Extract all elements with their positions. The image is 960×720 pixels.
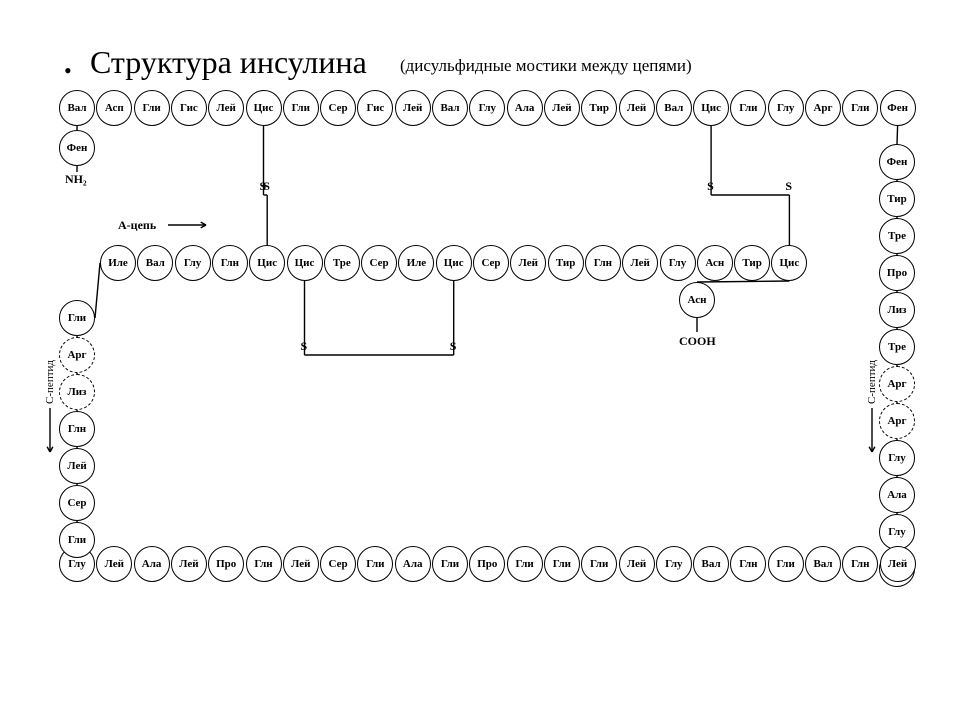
amino-acid: Фен bbox=[880, 90, 916, 126]
amino-acid: Глн bbox=[212, 245, 248, 281]
amino-acid: Иле bbox=[100, 245, 136, 281]
amino-acid: Гли bbox=[507, 546, 543, 582]
amino-acid: Цис bbox=[693, 90, 729, 126]
s-label: S bbox=[785, 179, 792, 194]
amino-acid: Глн bbox=[59, 411, 95, 447]
amino-acid: Арг bbox=[805, 90, 841, 126]
amino-acid: Тре bbox=[324, 245, 360, 281]
amino-acid: Тир bbox=[548, 245, 584, 281]
amino-acid: Лей bbox=[395, 90, 431, 126]
amino-acid: Глн bbox=[246, 546, 282, 582]
amino-acid: Вал bbox=[656, 90, 692, 126]
amino-acid: Лей bbox=[59, 448, 95, 484]
amino-acid: Глу bbox=[879, 440, 915, 476]
amino-acid: Ала bbox=[134, 546, 170, 582]
amino-acid: Гли bbox=[581, 546, 617, 582]
a-chain-label: А-цепь bbox=[118, 218, 156, 233]
amino-acid: Лей bbox=[619, 90, 655, 126]
amino-acid: Вал bbox=[805, 546, 841, 582]
amino-acid: Ала bbox=[879, 477, 915, 513]
amino-acid: Глу bbox=[660, 245, 696, 281]
nh2-label: NH₂ bbox=[65, 172, 87, 187]
amino-acid: Лей bbox=[283, 546, 319, 582]
s-label: S bbox=[301, 339, 308, 354]
amino-acid: Вал bbox=[59, 90, 95, 126]
s-label: S bbox=[450, 339, 457, 354]
amino-acid: Лей bbox=[880, 546, 916, 582]
amino-acid: Цис bbox=[249, 245, 285, 281]
amino-acid: Цис bbox=[436, 245, 472, 281]
s-label: S bbox=[707, 179, 714, 194]
amino-acid: Глу bbox=[175, 245, 211, 281]
amino-acid: Глу bbox=[768, 90, 804, 126]
amino-acid: Лей bbox=[171, 546, 207, 582]
amino-acid: Вал bbox=[432, 90, 468, 126]
c-peptide-left: С-пептид bbox=[44, 360, 56, 404]
amino-acid: Арг bbox=[879, 366, 915, 402]
amino-acid: Гис bbox=[171, 90, 207, 126]
amino-acid: Вал bbox=[693, 546, 729, 582]
amino-acid: Лей bbox=[622, 245, 658, 281]
amino-acid: Цис bbox=[287, 245, 323, 281]
amino-acid: Гли bbox=[283, 90, 319, 126]
amino-acid: Сер bbox=[320, 546, 356, 582]
amino-acid: Гли bbox=[134, 90, 170, 126]
amino-acid: Тре bbox=[879, 329, 915, 365]
amino-acid: Гли bbox=[432, 546, 468, 582]
amino-acid: Цис bbox=[246, 90, 282, 126]
amino-acid: Тир bbox=[581, 90, 617, 126]
s-label: S bbox=[263, 179, 270, 194]
amino-acid: Асн bbox=[697, 245, 733, 281]
cooh-label: COOH bbox=[679, 334, 716, 349]
amino-acid: Арг bbox=[879, 403, 915, 439]
amino-acid: Глн bbox=[585, 245, 621, 281]
amino-acid: Лей bbox=[544, 90, 580, 126]
amino-acid: Асн bbox=[679, 282, 715, 318]
amino-acid: Тир bbox=[879, 181, 915, 217]
amino-acid: Гли bbox=[59, 300, 95, 336]
amino-acid: Ала bbox=[395, 546, 431, 582]
c-peptide-right: С-пептид bbox=[866, 360, 878, 404]
amino-acid: Глу bbox=[879, 514, 915, 550]
amino-acid: Фен bbox=[879, 144, 915, 180]
amino-acid: Про bbox=[879, 255, 915, 291]
amino-acid: Сер bbox=[473, 245, 509, 281]
amino-acid: Лиз bbox=[59, 374, 95, 410]
amino-acid: Гли bbox=[59, 522, 95, 558]
amino-acid: Лей bbox=[619, 546, 655, 582]
amino-acid: Тре bbox=[879, 218, 915, 254]
amino-acid: Тир bbox=[734, 245, 770, 281]
amino-acid: Фен bbox=[59, 130, 95, 166]
amino-acid: Сер bbox=[320, 90, 356, 126]
amino-acid: Лиз bbox=[879, 292, 915, 328]
amino-acid: Арг bbox=[59, 337, 95, 373]
amino-acid: Гли bbox=[544, 546, 580, 582]
amino-acid: Про bbox=[208, 546, 244, 582]
amino-acid: Гли bbox=[768, 546, 804, 582]
amino-acid: Глу bbox=[656, 546, 692, 582]
amino-acid: Лей bbox=[208, 90, 244, 126]
amino-acid: Сер bbox=[59, 485, 95, 521]
amino-acid: Ала bbox=[507, 90, 543, 126]
amino-acid: Сер bbox=[361, 245, 397, 281]
